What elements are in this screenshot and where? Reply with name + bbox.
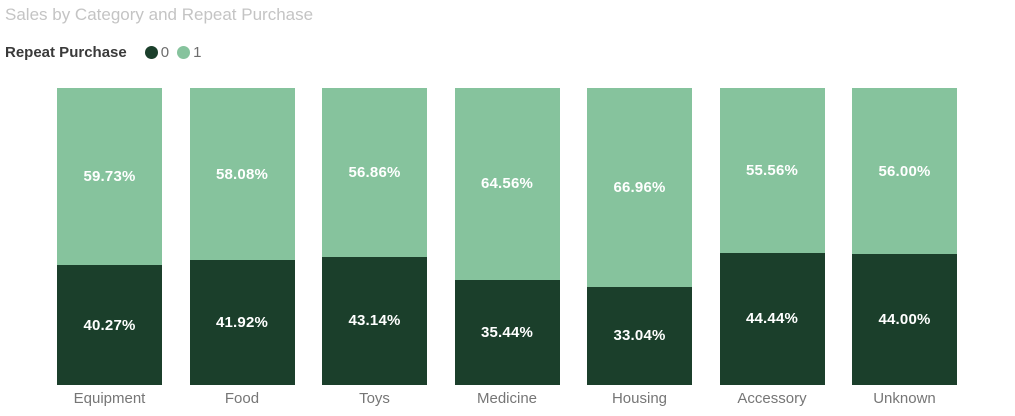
data-label: 44.44% <box>745 310 799 328</box>
bar-segment-series-1[interactable]: 64.56% <box>454 88 560 280</box>
bar-segment-series-0[interactable]: 44.00% <box>852 254 957 385</box>
legend-item-label: 0 <box>160 43 170 61</box>
legend-title: Repeat Purchase <box>5 43 127 61</box>
bar-column-equipment: 59.73% 40.27% Equipment <box>57 88 162 407</box>
x-axis-label: Food <box>224 390 260 407</box>
x-axis-label: Unknown <box>873 390 936 407</box>
bar-segment-series-1[interactable]: 55.56% <box>719 88 825 253</box>
data-label: 55.56% <box>745 162 799 179</box>
bar-segment-series-0[interactable]: 33.04% <box>587 286 692 385</box>
data-label: 44.00% <box>878 311 931 329</box>
data-label: 64.56% <box>480 175 534 193</box>
legend-item-1[interactable]: 1 <box>177 44 201 61</box>
bar-column-toys: 56.86% 43.14% Toys <box>322 88 427 407</box>
chart-plot: 59.73% 40.27% Equipment 58.08% 41.92% Food 56.… <box>57 88 1015 407</box>
x-axis-label: Housing <box>611 390 668 407</box>
bar-segment-series-0[interactable]: 40.27% <box>57 265 162 385</box>
data-label: 56.00% <box>878 162 931 180</box>
x-axis-label: Toys <box>359 390 390 407</box>
bar-column-unknown: 56.00% 44.00% Unknown <box>852 88 957 407</box>
stacked-bar: 64.56% 35.44% <box>454 88 560 385</box>
data-label: 33.04% <box>613 327 666 345</box>
bar-segment-series-1[interactable]: 56.86% <box>322 88 427 257</box>
data-label: 59.73% <box>83 168 136 186</box>
x-axis-label: Accessory <box>737 390 807 407</box>
x-axis-label: Medicine <box>476 390 538 407</box>
bar-segment-series-1[interactable]: 59.73% <box>57 88 162 266</box>
bar-segment-series-1[interactable]: 56.00% <box>852 88 957 255</box>
chart-title: Sales by Category and Repeat Purchase <box>5 5 314 24</box>
data-label: 41.92% <box>215 314 269 332</box>
data-label: 66.96% <box>613 178 666 196</box>
stacked-bar: 58.08% 41.92% <box>189 88 295 385</box>
bar-segment-series-1[interactable]: 58.08% <box>189 88 295 261</box>
bar-column-accessory: 55.56% 44.44% Accessory <box>719 88 825 407</box>
data-label: 58.08% <box>215 165 269 183</box>
data-label: 56.86% <box>348 163 401 181</box>
bar-column-food: 58.08% 41.92% Food <box>189 88 295 407</box>
legend-item-label: 1 <box>193 43 202 61</box>
bar-segment-series-0[interactable]: 43.14% <box>322 256 427 385</box>
stacked-bar: 56.00% 44.00% <box>852 88 957 385</box>
bar-segment-series-1[interactable]: 66.96% <box>587 88 692 287</box>
data-label: 35.44% <box>480 323 534 341</box>
legend-swatch-icon <box>144 45 158 59</box>
data-label: 40.27% <box>83 316 136 334</box>
stacked-bar: 55.56% 44.44% <box>719 88 825 385</box>
stacked-bar: 56.86% 43.14% <box>322 88 427 385</box>
legend-swatch-icon <box>177 45 191 59</box>
bar-column-housing: 66.96% 33.04% Housing <box>587 88 692 407</box>
bar-column-medicine: 64.56% 35.44% Medicine <box>454 88 560 407</box>
x-axis-label: Equipment <box>73 390 146 407</box>
legend-item-0[interactable]: 0 <box>144 43 170 61</box>
bar-segment-series-0[interactable]: 35.44% <box>454 279 560 385</box>
data-label: 43.14% <box>348 312 401 330</box>
bar-segment-series-0[interactable]: 44.44% <box>719 253 825 385</box>
stacked-bar: 66.96% 33.04% <box>587 88 692 385</box>
stacked-bar: 59.73% 40.27% <box>57 88 162 385</box>
bar-segment-series-0[interactable]: 41.92% <box>189 260 295 385</box>
